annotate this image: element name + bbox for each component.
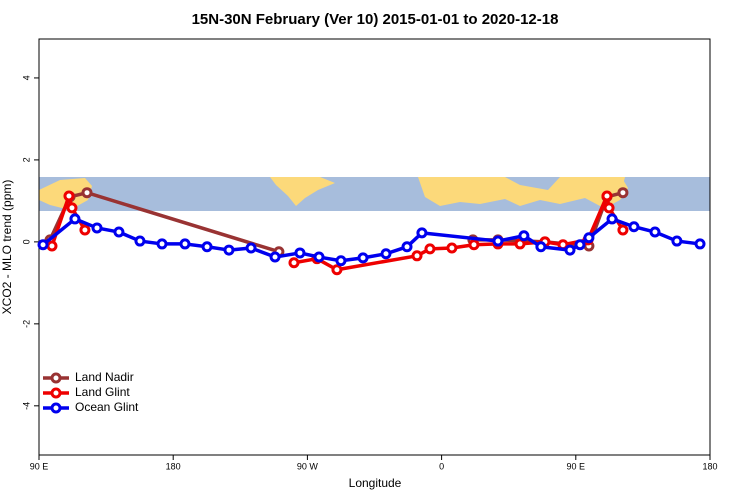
series-point [69, 213, 81, 225]
series-point [223, 244, 235, 256]
y-axis-label: XCO2 - MLO trend (ppm) [0, 180, 14, 315]
series-point [201, 241, 213, 253]
map-band [39, 177, 710, 211]
series-point [63, 190, 75, 202]
legend-marker [50, 387, 62, 399]
series-point [179, 238, 191, 250]
x-tick-label: 180 [166, 461, 181, 471]
series-point [288, 257, 300, 269]
series-point [79, 224, 91, 236]
series-point [81, 187, 93, 199]
legend-label: Land Glint [75, 385, 130, 399]
chart-title: 15N-30N February (Ver 10) 2015-01-01 to … [192, 11, 559, 28]
series-point [416, 227, 428, 239]
series-point [46, 240, 58, 252]
series-point [313, 251, 325, 263]
series-point [601, 190, 613, 202]
y-tick-label: -4 [21, 402, 31, 410]
series-point [424, 243, 436, 255]
series-point [113, 226, 125, 238]
x-tick-label: 90 E [567, 461, 586, 471]
series-point [37, 239, 49, 251]
series-point [446, 242, 458, 254]
y-tick-label: 2 [21, 157, 31, 162]
series-point [514, 238, 526, 250]
series-point [518, 230, 530, 242]
series-point [66, 202, 78, 214]
series-point [294, 247, 306, 259]
series-point [617, 224, 629, 236]
series-point [671, 235, 683, 247]
legend-label: Land Nadir [75, 370, 134, 384]
series-point [245, 242, 257, 254]
series-point [606, 213, 618, 225]
series-point [492, 235, 504, 247]
series-point [649, 226, 661, 238]
series-point [91, 222, 103, 234]
series-point [134, 235, 146, 247]
series-point [628, 221, 640, 233]
series-point [535, 241, 547, 253]
series-point [331, 264, 343, 276]
legend-marker [50, 402, 62, 414]
series-point [694, 238, 706, 250]
x-tick-label: 90 W [297, 461, 319, 471]
series-point [574, 239, 586, 251]
plot-frame [38, 38, 711, 456]
series-point [411, 250, 423, 262]
land-shape [270, 177, 335, 206]
series-point [335, 255, 347, 267]
y-tick-label: -2 [21, 320, 31, 328]
series-point [269, 251, 281, 263]
legend-marker [50, 372, 62, 384]
x-axis-label: Longitude [349, 476, 402, 490]
series-point [583, 232, 595, 244]
series-point [468, 239, 480, 251]
series-point [401, 241, 413, 253]
land-shape [418, 177, 625, 206]
y-tick-label: 4 [21, 75, 31, 80]
y-tick-label: 0 [21, 239, 31, 244]
series-point [357, 252, 369, 264]
series-point [156, 238, 168, 250]
series-point [380, 248, 392, 260]
x-tick-label: 180 [702, 461, 717, 471]
series-point [603, 202, 615, 214]
series-point [564, 244, 576, 256]
x-tick-label: 90 E [30, 461, 49, 471]
series-point [617, 187, 629, 199]
x-tick-label: 0 [439, 461, 444, 471]
legend-label: Ocean Glint [75, 400, 139, 414]
